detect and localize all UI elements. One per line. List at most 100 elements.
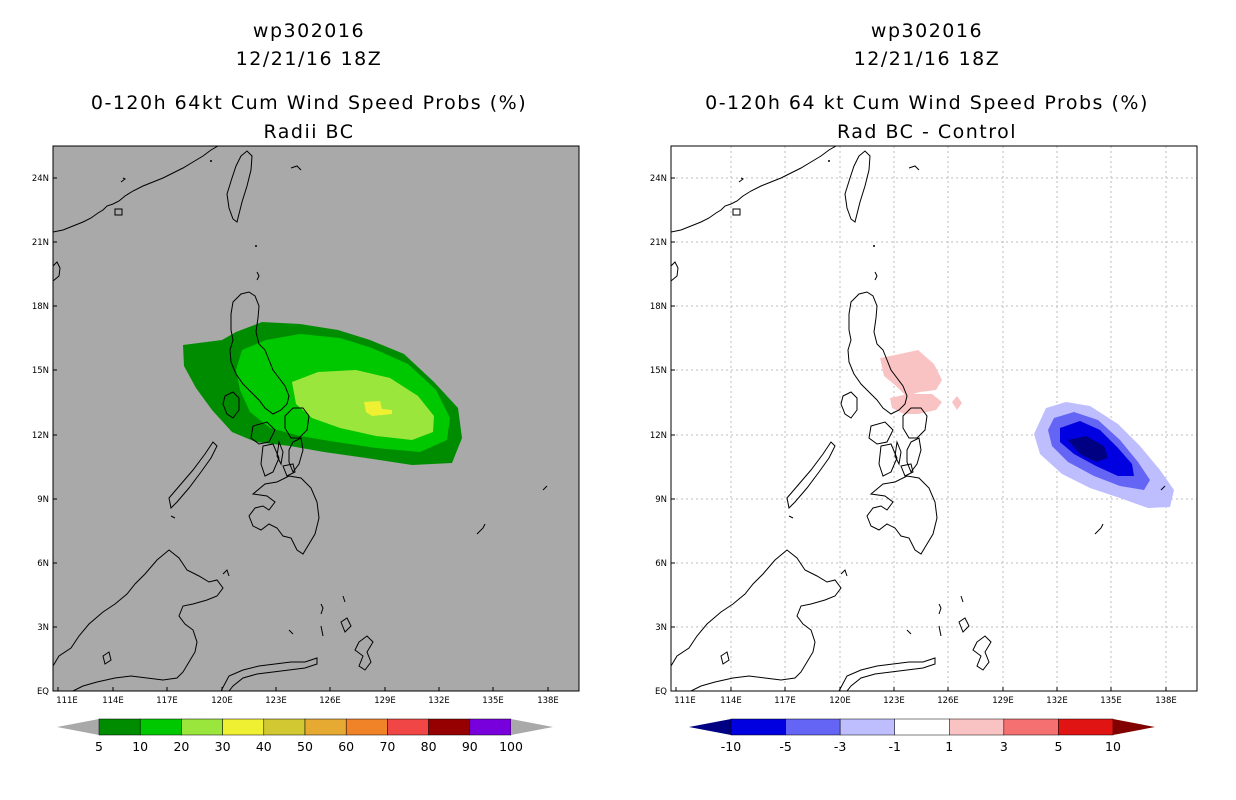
right-colorbar-label: 1	[945, 739, 953, 754]
lat-label: 9N	[655, 495, 667, 505]
lat-label: 12N	[32, 431, 49, 441]
left-colorbar-swatch	[139, 718, 182, 736]
right-title-product: 0-120h 64 kt Cum Wind Speed Probs (%)	[705, 92, 1149, 114]
lat-label: 18N	[650, 302, 667, 312]
left-colorbar-label: 70	[379, 739, 395, 754]
left-axes	[53, 177, 549, 691]
right-colorbar-label: 5	[1054, 739, 1062, 754]
left-colorbar-swatch	[469, 718, 512, 736]
lon-label: 138E	[1155, 696, 1177, 706]
lon-label: 132E	[428, 696, 450, 706]
left-colorbar-label: 30	[215, 739, 231, 754]
left-colorbar-label: 40	[256, 739, 272, 754]
lat-label: 15N	[32, 366, 49, 376]
left-colorbar: 5 10 20 30 40 50 60 70 80 90 100	[57, 718, 553, 754]
left-colorbar-label: 60	[338, 739, 354, 754]
right-colorbar-label: -10	[721, 739, 741, 754]
lon-label: 135E	[482, 696, 504, 706]
lat-label: 6N	[37, 559, 49, 569]
lon-label: 138E	[537, 696, 559, 706]
right-colorbar-swatch	[785, 718, 841, 736]
lat-label: 24N	[32, 174, 49, 184]
left-colorbar-label: 80	[421, 739, 437, 754]
right-gridlines	[671, 146, 1197, 691]
left-colorbar-swatch	[222, 718, 265, 736]
lon-label: 120E	[829, 696, 851, 706]
lon-label: 123E	[265, 696, 287, 706]
right-axes	[671, 177, 1167, 691]
left-colorbar-swatch	[181, 718, 223, 736]
left-title-product: 0-120h 64kt Cum Wind Speed Probs (%)	[90, 92, 528, 114]
left-title-date: 12/21/16 18Z	[235, 48, 383, 70]
right-lon-labels: 111E 114E 117E 120E 123E 126E 129E 132E …	[674, 696, 1177, 706]
right-contour-pos1-south	[890, 394, 942, 414]
left-map-frame	[52, 145, 580, 692]
right-colorbar-swatch	[730, 718, 786, 736]
lat-label: 3N	[655, 623, 667, 633]
left-colorbar-label: 10	[132, 739, 148, 754]
left-title-storm: wp302016	[252, 20, 366, 42]
right-title-storm: wp302016	[870, 20, 984, 42]
right-map-background	[671, 146, 1197, 691]
right-map-panel	[670, 145, 1198, 692]
lat-label: EQ	[655, 687, 667, 697]
left-title-subtitle: Radii BC	[263, 121, 355, 143]
lon-label: 111E	[56, 696, 78, 706]
left-colorbar-label: 5	[95, 739, 103, 754]
lon-label: 135E	[1100, 696, 1122, 706]
lon-label: 129E	[374, 696, 396, 706]
left-colorbar-label: 100	[499, 739, 523, 754]
left-map-panel	[52, 145, 580, 692]
lat-label: EQ	[37, 687, 49, 697]
lon-label: 132E	[1046, 696, 1068, 706]
right-colorbar-label: 10	[1105, 739, 1121, 754]
lat-label: 12N	[650, 431, 667, 441]
right-colorbar: -10 -5 -3 -1 1 3 5 10	[689, 718, 1155, 754]
lon-label: 126E	[319, 696, 341, 706]
left-colorbar-label: 50	[297, 739, 313, 754]
left-colorbar-swatch	[304, 718, 347, 736]
left-lat-labels: 24N 21N 18N 15N 12N 9N 6N 3N EQ	[32, 174, 49, 697]
lat-label: 6N	[655, 559, 667, 569]
right-colorbar-swatch	[894, 718, 950, 736]
right-colorbar-swatch	[1003, 718, 1059, 736]
lon-label: 114E	[720, 696, 742, 706]
left-colorbar-end-right	[511, 719, 553, 735]
left-colorbar-end-left	[57, 719, 99, 735]
lat-label: 24N	[650, 174, 667, 184]
right-colorbar-swatch	[839, 718, 895, 736]
right-contour-neg10	[1068, 436, 1108, 462]
right-map-frame	[670, 145, 1198, 692]
left-colorbar-swatch	[345, 718, 388, 736]
right-colorbar-swatch	[949, 718, 1005, 736]
left-contour-20pct	[292, 370, 434, 440]
left-colorbar-swatch	[98, 718, 141, 736]
right-contour-pos1-north	[880, 350, 942, 396]
left-colorbar-label: 90	[462, 739, 478, 754]
lat-label: 3N	[37, 623, 49, 633]
right-colorbar-swatch	[1058, 718, 1114, 736]
lat-label: 21N	[32, 238, 49, 248]
left-contour-30pct	[364, 401, 392, 416]
lon-label: 126E	[937, 696, 959, 706]
lon-label: 111E	[674, 696, 696, 706]
right-colorbar-end-right	[1113, 719, 1155, 735]
right-contour-pos1-islet	[952, 396, 962, 410]
right-lat-labels: 24N 21N 18N 15N 12N 9N 6N 3N EQ	[650, 174, 667, 697]
right-colorbar-label: 3	[1000, 739, 1008, 754]
right-colorbar-label: -5	[779, 739, 791, 754]
lat-label: 18N	[32, 302, 49, 312]
left-colorbar-swatch	[428, 718, 471, 736]
lon-label: 114E	[102, 696, 124, 706]
right-colorbar-label: -1	[888, 739, 900, 754]
lat-label: 15N	[650, 366, 667, 376]
right-title-subtitle: Rad BC - Control	[836, 121, 1018, 143]
lon-label: 120E	[211, 696, 233, 706]
left-colorbar-swatch	[387, 718, 429, 736]
lon-label: 123E	[883, 696, 905, 706]
lat-label: 9N	[37, 495, 49, 505]
right-title-date: 12/21/16 18Z	[853, 48, 1001, 70]
right-difference-field	[880, 350, 1174, 508]
right-colorbar-end-left	[689, 719, 731, 735]
